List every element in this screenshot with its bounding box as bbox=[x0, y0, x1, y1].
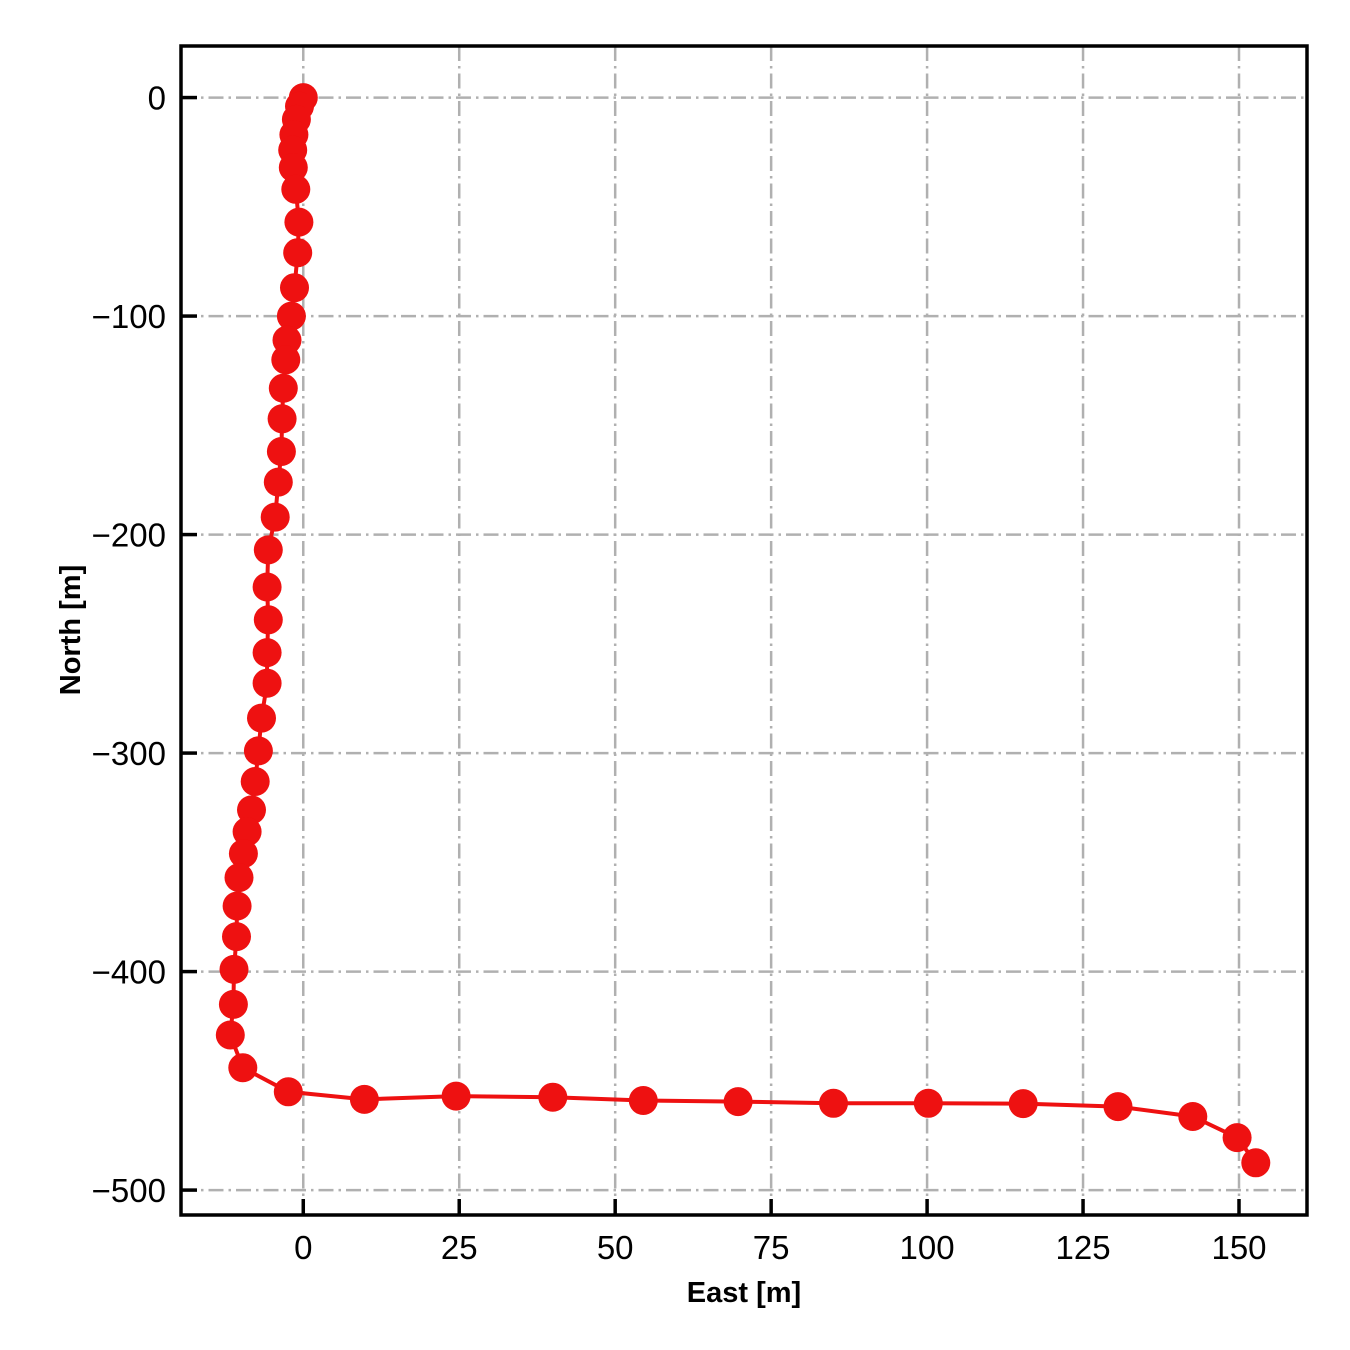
trajectory-point-marker bbox=[232, 817, 262, 847]
y-tick-label: 0 bbox=[148, 80, 166, 117]
trajectory-point-marker bbox=[263, 467, 293, 497]
trajectory-point-marker bbox=[260, 502, 290, 532]
trajectory-point-marker bbox=[284, 207, 314, 237]
y-tick-label: −100 bbox=[92, 298, 166, 335]
trajectory-point-marker bbox=[267, 404, 297, 434]
y-tick-label: −200 bbox=[92, 517, 166, 554]
trajectory-point-marker bbox=[276, 301, 306, 331]
trajectory-point-marker bbox=[215, 1020, 245, 1050]
trajectory-point-marker bbox=[1241, 1148, 1271, 1178]
trajectory-point-marker bbox=[224, 863, 254, 893]
tick-label-layer: 0 25 50 75 100 125 150 0 −100 −200 −300 −400 −500 bbox=[92, 80, 1267, 1266]
x-tick-label: 50 bbox=[597, 1229, 634, 1266]
trajectory-point-marker bbox=[723, 1087, 753, 1117]
trajectory-point-marker bbox=[222, 922, 251, 952]
x-tick-label: 75 bbox=[753, 1229, 790, 1266]
trajectory-point-marker bbox=[252, 572, 282, 602]
trajectory-point-marker bbox=[247, 703, 276, 733]
trajectory-point-marker bbox=[1222, 1123, 1252, 1153]
trajectory-point-marker bbox=[1103, 1092, 1133, 1122]
trajectory-point-marker bbox=[266, 437, 296, 466]
trajectory-point-marker bbox=[240, 767, 270, 796]
x-tick-label: 25 bbox=[441, 1229, 478, 1266]
trajectory-point-marker bbox=[349, 1084, 379, 1114]
trajectory-point-marker bbox=[268, 373, 298, 403]
trajectory-point-marker bbox=[819, 1088, 848, 1118]
trajectory-point-marker bbox=[538, 1082, 568, 1112]
y-axis-label: North [m] bbox=[55, 565, 87, 695]
trajectory-point-marker bbox=[278, 153, 308, 182]
y-tick-label: −400 bbox=[92, 954, 166, 991]
axes-spines bbox=[179, 44, 1309, 1217]
trajectory-point-marker bbox=[280, 273, 309, 303]
trajectory-point-marker bbox=[1008, 1089, 1038, 1119]
y-tick-label: −300 bbox=[92, 735, 166, 772]
trajectory-point-marker bbox=[283, 238, 313, 268]
trajectory-point-marker bbox=[237, 795, 266, 825]
trajectory-point-marker bbox=[243, 736, 273, 766]
trajectory-series bbox=[215, 83, 1271, 1178]
trajectory-point-marker bbox=[222, 891, 252, 921]
trajectory-point-marker bbox=[253, 535, 283, 565]
trajectory-point-marker bbox=[253, 605, 283, 635]
x-tick-label: 0 bbox=[294, 1229, 312, 1266]
trajectory-point-marker bbox=[219, 954, 249, 984]
trajectory-point-marker bbox=[628, 1086, 658, 1115]
trajectory-point-marker bbox=[273, 1077, 303, 1107]
trajectory-point-marker bbox=[1178, 1102, 1208, 1131]
trajectory-point-marker bbox=[252, 668, 282, 698]
x-tick-label: 150 bbox=[1211, 1229, 1266, 1266]
trajectory-point-marker bbox=[252, 638, 282, 668]
grid-layer bbox=[181, 46, 1307, 1215]
trajectory-point-marker bbox=[913, 1088, 943, 1118]
y-tick-label: −500 bbox=[92, 1172, 166, 1209]
trajectory-point-marker bbox=[218, 989, 248, 1019]
trajectory-point-marker bbox=[441, 1081, 471, 1111]
trajectory-line bbox=[228, 95, 1258, 1165]
plot-border bbox=[179, 44, 1309, 1217]
x-tick-label: 100 bbox=[900, 1229, 955, 1266]
tick-layer bbox=[181, 95, 1241, 1215]
trajectory-point-marker bbox=[228, 839, 258, 869]
x-axis-label: East [m] bbox=[687, 1277, 801, 1309]
trajectory-point-marker bbox=[271, 345, 301, 375]
trajectory-point-marker bbox=[228, 1053, 258, 1083]
x-tick-label: 125 bbox=[1056, 1229, 1111, 1266]
trajectory-point-marker bbox=[281, 174, 311, 204]
